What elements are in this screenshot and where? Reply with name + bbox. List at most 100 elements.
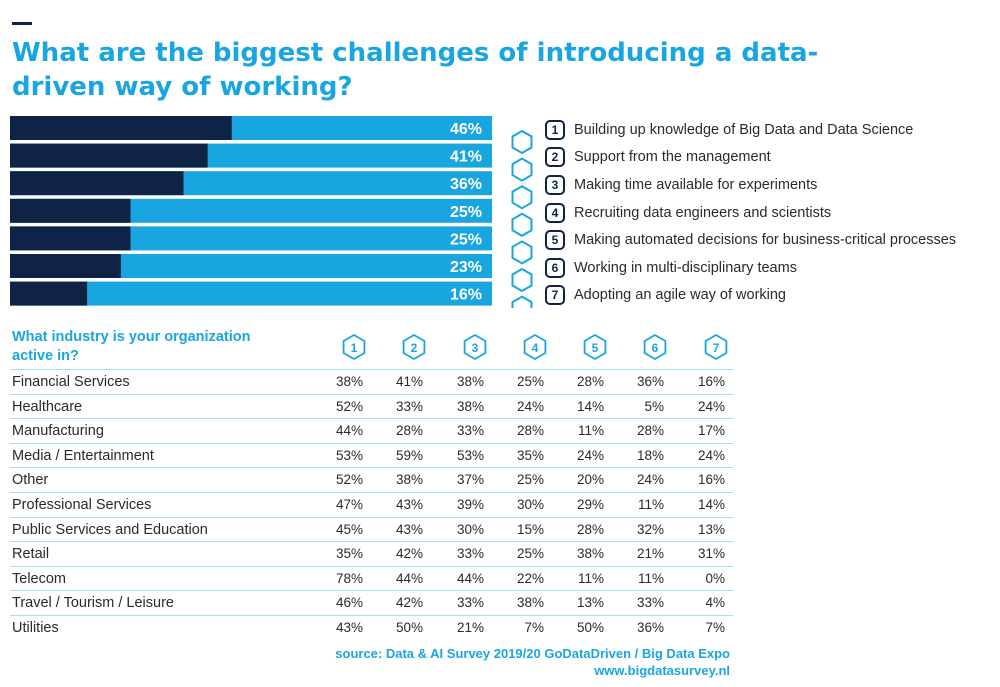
row-value: 43% [395,521,423,537]
row-value: 43% [395,496,423,512]
row-value: 33% [636,595,664,611]
legend-number-icon: 5 [545,230,565,251]
table-row: Retail 35% 42% 33% 25% 38% 21% 31% [10,541,733,566]
row-value: 25% [516,472,544,488]
row-value: 24% [636,472,664,488]
legend-number-icon: 7 [545,285,565,306]
row-label: Manufacturing [12,423,104,440]
table-row: Healthcare 52% 33% 38% 24% 14% 5% 24% [10,393,733,419]
row-value: 38% [576,546,604,562]
column-hexagon-icon [523,333,547,361]
table-row: Other 52% 38% 37% 25% 20% 24% 16% [10,467,733,492]
row-value: 44% [395,570,423,586]
row-value: 33% [395,398,423,414]
row-value: 18% [636,447,664,463]
column-hexagon-icon [643,333,667,361]
row-value: 30% [456,521,484,537]
row-value: 11% [637,570,664,586]
legend-number-icon: 1 [545,119,565,140]
row-value: 42% [395,546,423,562]
row-value: 14% [576,398,604,414]
legend-label: Adopting an agile way of working [574,287,786,304]
row-value: 33% [456,423,484,439]
row-label: Public Services and Education [12,521,208,538]
row-value: 28% [395,423,423,439]
row-value: 31% [697,546,725,562]
legend-label: Making time available for experiments [574,176,818,193]
row-value: 45% [335,521,363,537]
row-value: 5% [644,398,664,414]
row-value: 52% [335,398,363,414]
legend-item: 7 Adopting an agile way of working [540,282,995,310]
row-value: 38% [456,374,484,389]
column-hexagon-icon [402,333,426,361]
row-label: Telecom [12,570,66,587]
legend-label: Building up knowledge of Big Data and Da… [574,121,914,138]
bar [10,226,131,251]
row-value: 28% [576,374,604,389]
bar-value-label: 16% [450,287,482,304]
row-value: 46% [335,595,363,611]
column-hexagon-icon [583,333,607,361]
legend-item: 4 Recruiting data engineers and scientis… [540,199,995,227]
row-value: 17% [697,423,725,439]
column-header-number: 1 [351,341,358,355]
row-value: 11% [637,496,664,512]
source-note: source: Data & AI Survey 2019/20 GoDataD… [335,645,730,679]
row-value: 53% [335,447,363,463]
row-value: 16% [697,374,725,389]
row-value: 24% [697,447,725,463]
row-value: 21% [456,619,484,635]
table-row: Travel / Tourism / Leisure 46% 42% 33% 38% 13… [10,590,733,615]
legend-number-icon: 6 [545,257,565,278]
row-value: 16% [697,472,725,488]
legend-label: Support from the management [574,149,771,166]
row-value: 7% [524,619,544,635]
bar-value-label: 36% [450,176,482,193]
row-label: Utilities [12,619,59,636]
row-value: 28% [516,423,544,439]
row-value: 47% [335,496,363,512]
row-value: 25% [516,546,544,562]
row-value: 13% [576,595,604,611]
table-row: Manufacturing 44% 28% 33% 28% 11% 28% 17% [10,418,733,443]
row-value: 11% [577,423,604,439]
table-row: Professional Services 47% 43% 39% 30% 29% 11% 1… [10,491,733,517]
row-value: 11% [577,570,604,586]
bar-value-label: 25% [450,231,482,248]
bar-value-label: 41% [450,149,482,166]
row-value: 44% [456,570,484,586]
hexagon-icon [511,129,533,155]
legend: 1 Building up knowledge of Big Data and … [540,116,995,309]
row-value: 44% [335,423,363,439]
row-value: 78% [335,570,363,586]
table-row: Utilities 43% 50% 21% 7% 50% 36% 7% [10,614,733,640]
row-value: 15% [516,521,544,537]
row-value: 35% [335,546,363,562]
row-value: 29% [576,496,604,512]
row-value: 24% [576,447,604,463]
row-value: 32% [636,521,664,537]
legend-item: 5 Making automated decisions for busines… [540,226,995,254]
row-value: 14% [697,496,725,512]
column-hexagon-icon [463,333,487,361]
source-url: www.bigdatasurvey.nl [594,663,730,678]
legend-label: Working in multi-disciplinary teams [574,259,797,276]
legend-item: 3 Making time available for experiments [540,171,995,199]
legend-number-icon: 2 [545,147,565,168]
table-header-hexagons: 1 2 3 4 5 6 7 [342,333,728,361]
hexagon-icon [511,185,533,210]
row-value: 41% [395,374,423,389]
hexagon-icon [511,212,533,237]
row-value: 36% [636,619,664,635]
bar [10,254,121,278]
row-value: 20% [576,472,604,488]
row-value: 24% [516,398,544,414]
row-value: 59% [395,447,423,463]
bar-chart: 46% 41% 36% 25% 25% 23% 16% [10,116,492,306]
row-value: 42% [395,595,423,611]
row-value: 30% [516,496,544,512]
row-value: 21% [636,546,664,562]
legend-number-icon: 4 [545,202,565,223]
column-header-number: 4 [532,341,539,355]
